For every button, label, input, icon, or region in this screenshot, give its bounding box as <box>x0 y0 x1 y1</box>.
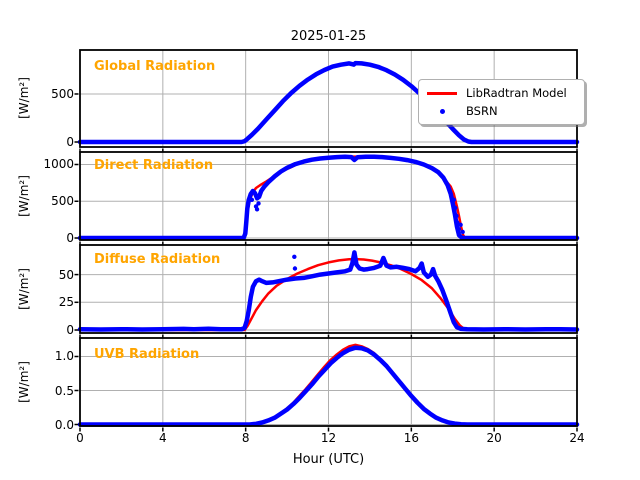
bsrn-outlier-dot <box>256 201 261 206</box>
legend-label-model: LibRadtran Model <box>466 86 567 100</box>
annotation-uvb-radiation: UVB Radiation <box>94 347 200 362</box>
x-axis-label: Hour (UTC) <box>292 452 365 467</box>
x-tick-label: 24 <box>569 431 585 445</box>
plot-area-3 <box>74 337 580 432</box>
plot-area-1 <box>74 151 580 246</box>
bsrn-curve <box>77 250 580 332</box>
annotation-diffuse-radiation: Diffuse Radiation <box>94 252 221 267</box>
y-tick-label: 500 <box>51 86 74 101</box>
y-tick-label: 1.0 <box>54 349 74 364</box>
bsrn-outlier-dot <box>456 226 462 232</box>
bsrn-outlier-dot <box>454 213 459 219</box>
panel-direct-radiation <box>74 151 580 246</box>
y-tick-label: 0.5 <box>54 383 74 398</box>
annotation-direct-radiation: Direct Radiation <box>94 158 214 173</box>
x-tick-label: 12 <box>320 431 337 445</box>
legend-item-model: LibRadtran Model <box>426 84 578 102</box>
y-tick-label: 500 <box>51 194 74 209</box>
y-tick-label: 0 <box>66 135 74 149</box>
y-tick-label: 25 <box>58 295 74 310</box>
y-tick-label: 0 <box>66 323 74 337</box>
bsrn-outlier-dot <box>254 207 260 212</box>
bsrn-outlier-dot <box>249 197 255 202</box>
bsrn-outlier-dot <box>455 220 460 225</box>
x-tick-label: 0 <box>76 431 84 445</box>
bsrn-curve <box>77 154 580 241</box>
y-tick-label: 1000 <box>43 157 74 172</box>
x-tick-label: 4 <box>159 431 167 445</box>
y-axis-label-diffuse: [W/m²] <box>17 268 31 310</box>
panel-uvb-radiation <box>74 337 580 432</box>
x-tick-label: 8 <box>241 431 250 445</box>
bsrn-outlier-dot <box>460 229 465 235</box>
bsrn-outlier-dot <box>292 266 298 271</box>
bsrn-dot-swatch <box>426 108 458 114</box>
bsrn-outlier-dot <box>453 205 458 211</box>
x-tick-label: 20 <box>486 431 502 445</box>
annotation-global-radiation: Global Radiation <box>94 59 216 74</box>
y-tick-label: 50 <box>58 267 74 282</box>
bsrn-outlier-dot <box>451 197 456 202</box>
bsrn-outlier-dot <box>458 222 463 227</box>
y-tick-label: 0.0 <box>54 417 74 432</box>
model-curve <box>78 155 579 240</box>
plot-area-2 <box>74 244 580 339</box>
bsrn-outlier-dot <box>292 254 297 260</box>
panel-diffuse-radiation <box>74 244 580 339</box>
x-tick-label: 16 <box>403 431 419 445</box>
chart-title: 2025-01-25 <box>290 29 367 44</box>
model-line-swatch <box>426 91 458 95</box>
legend-label-bsrn: BSRN <box>466 104 498 118</box>
y-tick-label: 0 <box>66 231 74 245</box>
bsrn-curve <box>77 345 580 427</box>
legend: LibRadtran Model BSRN <box>418 79 585 125</box>
legend-item-bsrn: BSRN <box>426 102 578 120</box>
